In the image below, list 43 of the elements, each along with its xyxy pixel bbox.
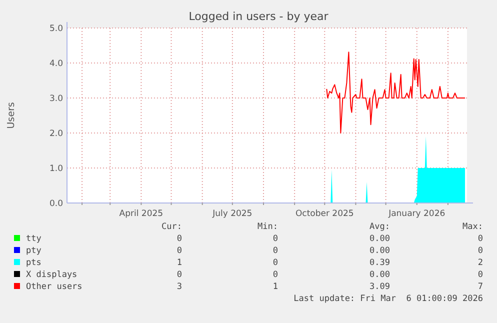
x-tick-label: July 2025 <box>212 209 252 219</box>
text: 7 <box>478 282 483 292</box>
legend-label: tty <box>26 234 42 244</box>
x-tick-label: April 2025 <box>119 209 164 219</box>
legend-label: pts <box>26 258 42 268</box>
text: 0 <box>176 246 182 256</box>
text: 0.00 <box>370 234 390 244</box>
text: 3 <box>176 282 182 292</box>
text: 1 <box>176 258 182 268</box>
line-series <box>326 52 466 134</box>
y-tick-label: 5.0 <box>49 24 63 34</box>
text: Max: <box>462 222 483 232</box>
text: Min: <box>258 222 278 232</box>
text: 0 <box>272 246 278 256</box>
y-tick-label: 4.0 <box>49 59 63 69</box>
chart-title: Logged in users - by year <box>188 10 329 23</box>
text: 0 <box>478 270 483 280</box>
text: 0 <box>478 246 483 256</box>
text: 0 <box>176 234 182 244</box>
legend-label: X displays <box>26 270 78 280</box>
text: 2 <box>478 258 483 268</box>
legend-label: Other users <box>26 282 82 292</box>
text: 3.09 <box>370 282 390 292</box>
text: Last update: Fri Mar 6 01:00:09 2026 <box>294 294 483 304</box>
y-tick-label: 1.0 <box>49 164 63 174</box>
y-tick-label: 0.0 <box>49 199 63 209</box>
text: 0.39 <box>370 258 390 268</box>
text: 0 <box>176 270 182 280</box>
text: Avg: <box>370 222 390 232</box>
x-tick-label: October 2025 <box>295 209 354 219</box>
y-axis-title: Users <box>6 102 17 129</box>
text: 0 <box>478 234 483 244</box>
text: 0.00 <box>370 246 390 256</box>
text: 0 <box>272 258 278 268</box>
text: 0 <box>272 234 278 244</box>
text: 0.00 <box>370 270 390 280</box>
y-tick-label: 3.0 <box>49 94 63 104</box>
text: 1 <box>272 282 278 292</box>
x-tick-label: January 2026 <box>388 209 446 219</box>
y-tick-label: 2.0 <box>49 129 63 139</box>
legend-label: pty <box>26 246 42 256</box>
text: Cur: <box>162 222 182 232</box>
text: 0 <box>272 270 278 280</box>
